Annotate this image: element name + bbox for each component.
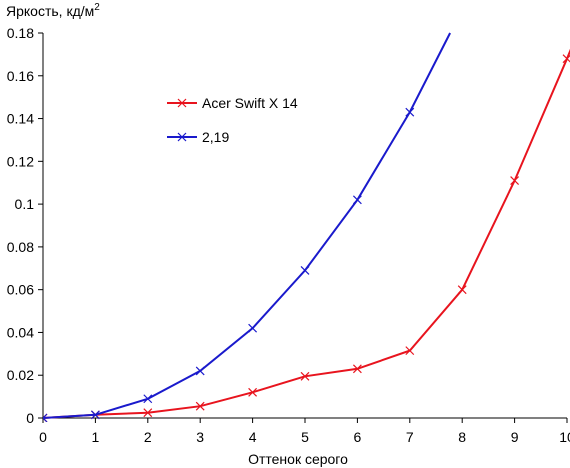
data-point-series-1 <box>457 285 467 295</box>
y-tick-label: 0.12 <box>7 153 34 169</box>
marker-stroke <box>405 107 415 117</box>
marker-stroke <box>300 371 310 381</box>
y-axis-title-sup: 2 <box>94 2 100 13</box>
data-point-series-1 <box>248 387 258 397</box>
chart-axes <box>42 33 567 419</box>
marker-stroke <box>352 195 362 205</box>
data-point-series-1 <box>143 408 153 418</box>
y-axis-title-text: Яркость, кд/м <box>6 3 94 19</box>
data-point-series-1 <box>352 364 362 374</box>
data-point-series-1 <box>405 346 415 356</box>
y-axis-title: Яркость, кд/м2 <box>6 2 100 19</box>
data-point-series-2 <box>405 107 415 117</box>
marker-stroke <box>248 323 258 333</box>
data-point-series-2 <box>195 366 205 376</box>
y-tick-label: 0.06 <box>7 282 34 298</box>
y-tick-label: 0.18 <box>7 25 34 41</box>
y-tick-label: 0.16 <box>7 68 34 84</box>
series-line-1 <box>43 48 570 419</box>
chart-legend: Acer Swift X 14 2,19 <box>167 95 298 145</box>
marker-stroke <box>177 132 187 142</box>
chart-ticks: 0 0.02 0.04 0.06 0.08 0.1 0.12 0.14 0.16 0.18 0 1 2 3… <box>7 25 570 445</box>
series-line-2 <box>43 32 451 419</box>
y-tick-label: 0.14 <box>7 111 34 127</box>
legend-label-2: 2,19 <box>202 129 229 145</box>
x-tick-label: 1 <box>92 429 100 445</box>
x-tick-label: 0 <box>39 429 47 445</box>
data-point-series-2 <box>352 195 362 205</box>
x-tick-label: 5 <box>301 429 309 445</box>
marker-stroke <box>195 366 205 376</box>
y-tick-label: 0.04 <box>7 324 34 340</box>
marker-stroke <box>143 408 153 418</box>
marker-stroke <box>352 364 362 374</box>
x-tick-label: 4 <box>249 429 257 445</box>
y-tick-label: 0.02 <box>7 367 34 383</box>
data-point-series-2 <box>43 413 48 422</box>
marker-stroke <box>177 98 187 108</box>
marker-stroke <box>510 176 520 186</box>
y-tick-label: 0.1 <box>15 196 35 212</box>
marker-stroke <box>143 394 153 404</box>
data-point-series-2 <box>90 410 100 420</box>
data-point-series-2 <box>143 394 153 404</box>
legend-label-1: Acer Swift X 14 <box>202 95 298 111</box>
marker-stroke <box>248 387 258 397</box>
data-point-series-2 <box>248 323 258 333</box>
x-tick-label: 2 <box>144 429 152 445</box>
marker-stroke <box>300 265 310 275</box>
marker-stroke <box>195 401 205 411</box>
marker-stroke <box>43 417 48 422</box>
marker-stroke <box>90 410 100 420</box>
chart-series <box>43 32 570 422</box>
legend-marker-2 <box>177 132 187 142</box>
legend-marker-1 <box>177 98 187 108</box>
y-tick-label: 0.08 <box>7 239 34 255</box>
x-tick-label: 7 <box>406 429 414 445</box>
marker-stroke <box>457 285 467 295</box>
data-point-series-1 <box>300 371 310 381</box>
data-point-series-1 <box>510 176 520 186</box>
x-tick-label: 8 <box>458 429 466 445</box>
x-tick-label: 6 <box>354 429 362 445</box>
x-axis-title: Оттенок серого <box>248 451 348 467</box>
x-tick-label: 9 <box>511 429 519 445</box>
y-tick-label: 0 <box>26 410 34 426</box>
x-tick-label: 10 <box>559 429 570 445</box>
marker-stroke <box>405 346 415 356</box>
x-tick-label: 3 <box>196 429 204 445</box>
marker-stroke <box>43 413 48 419</box>
data-point-series-2 <box>300 265 310 275</box>
data-point-series-1 <box>195 401 205 411</box>
